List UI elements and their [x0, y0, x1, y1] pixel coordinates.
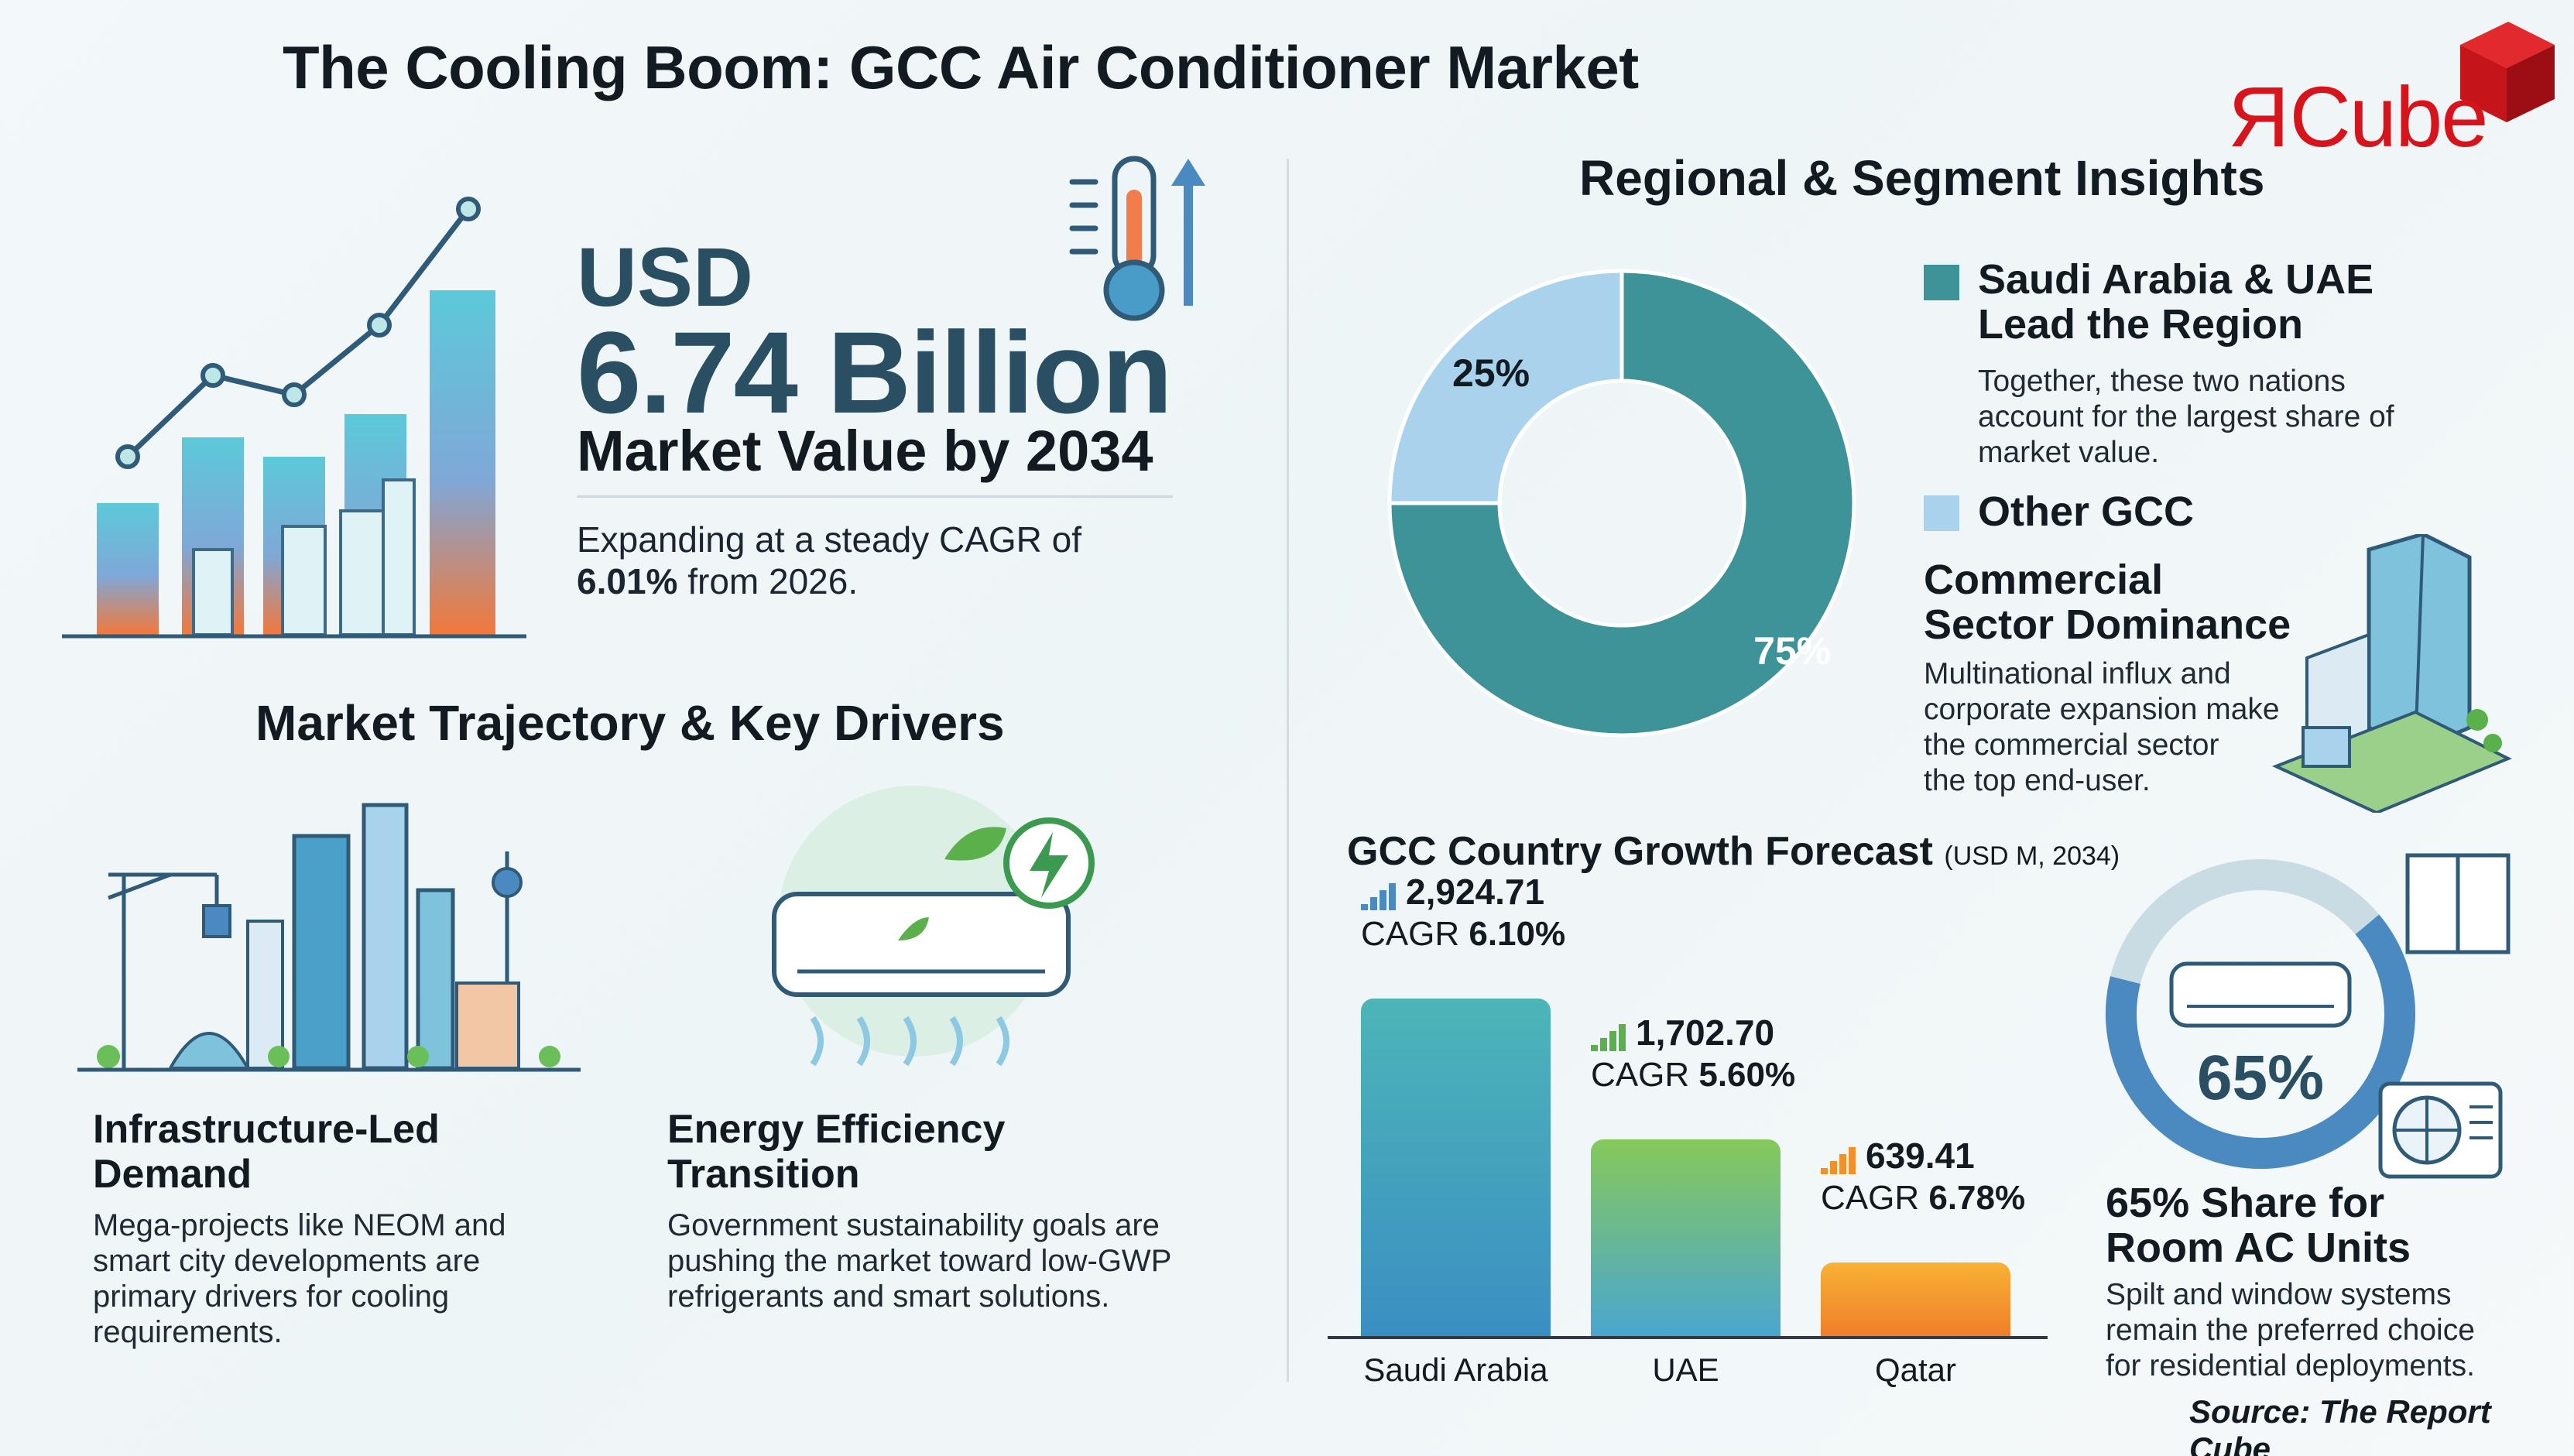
city-skyline-illustration — [77, 803, 581, 1072]
region-share-donut-chart: 75% 25% — [1387, 269, 1856, 738]
hero-divider — [577, 495, 1173, 498]
bar-cagr-label-saudi-arabia: CAGR 6.10% — [1361, 914, 1566, 953]
legend-saudi-uae-title: Saudi Arabia & UAE Lead the Region — [1978, 257, 2373, 347]
indoor-ac-unit-icon — [2169, 961, 2352, 1028]
driver-2-body-line: refrigerants and smart solutions. — [667, 1280, 1110, 1314]
growth-bars-illustration — [62, 197, 526, 639]
forecast-unit: (USD M, 2034) — [1944, 841, 2120, 871]
commercial-title: Commercial Sector Dominance — [1924, 557, 2291, 647]
thermometer-rising-icon — [1069, 156, 1205, 321]
cube-logo-icon — [2460, 22, 2555, 122]
logo-wordmark: RCube — [2230, 68, 2488, 166]
room-ac-title-line2: Room AC Units — [2106, 1225, 2411, 1271]
bar-value-label-qatar: 639.41 — [1866, 1135, 1975, 1176]
driver-1-title-line2: Demand — [93, 1152, 252, 1197]
bar-value-label-saudi-arabia: 2,924.71 — [1406, 871, 1545, 912]
donut-slice-saudi-uae — [1387, 269, 1856, 738]
room-ac-body: Spilt and window systems remain the pref… — [2106, 1277, 2539, 1384]
bar-category-label-saudi-arabia: Saudi Arabia — [1363, 1352, 1548, 1388]
bar-uae — [1591, 1139, 1781, 1336]
driver-1-body-line: smart city developments are — [93, 1244, 481, 1278]
driver-2-title-line2: Transition — [667, 1152, 860, 1197]
driver-infrastructure-title: Infrastructure-Led Demand — [93, 1107, 440, 1197]
driver-infrastructure-body: Mega-projects like NEOM and smart city d… — [93, 1208, 557, 1350]
office-building-illustration — [2271, 534, 2512, 813]
logo-text: Cube — [2289, 70, 2488, 165]
room-ac-title-line1: 65% Share for — [2106, 1180, 2385, 1226]
page-title: The Cooling Boom: GCC Air Conditioner Ma… — [283, 33, 1639, 101]
hero-market-value: 6.74 Billion — [577, 307, 1173, 437]
bar-chart-icon — [1591, 1023, 1626, 1051]
bar-value-label-uae: 1,702.70 — [1636, 1012, 1775, 1053]
room-ac-body-line: for residential deployments. — [2106, 1349, 2475, 1382]
room-ac-share-gauge: 65% — [2106, 859, 2415, 1169]
donut-slice-other-gcc — [1387, 269, 1624, 505]
forecast-axis-baseline — [1328, 1336, 2048, 1339]
driver-2-body-line: Government sustainability goals are — [667, 1208, 1160, 1242]
commercial-body: Multinational influx and corporate expan… — [1924, 656, 2326, 799]
source-credit: Source: The Report Cube — [2189, 1393, 2491, 1456]
bar-cagr-label-qatar: CAGR 6.78% — [1821, 1178, 2026, 1217]
room-ac-body-line: Spilt and window systems — [2106, 1278, 2452, 1311]
legend-other-gcc-title: Other GCC — [1978, 488, 2195, 535]
forecast-chart-title: GCC Country Growth Forecast (USD M, 2034… — [1347, 828, 2120, 875]
bar-saudi-arabia — [1361, 998, 1551, 1336]
commercial-body-line: corporate expansion make — [1924, 693, 2280, 726]
bar-category-label-uae: UAE — [1652, 1352, 1719, 1388]
legend-1-title-line1: Saudi Arabia & UAE — [1978, 256, 2374, 303]
bar-cagr-label-uae: CAGR 5.60% — [1591, 1055, 1796, 1094]
commercial-title-line1: Commercial — [1924, 557, 2164, 603]
legend-1-body-line: Together, these two nations — [1978, 365, 2346, 398]
room-ac-title: 65% Share for Room AC Units — [2106, 1180, 2411, 1270]
hero-cagr-text: Expanding at a steady CAGR of 6.01% from… — [577, 519, 1196, 602]
driver-1-body-line: primary drivers for cooling — [93, 1280, 450, 1314]
legend-swatch-other-gcc — [1924, 495, 1959, 531]
bar-chart-icon — [1821, 1146, 1856, 1174]
driver-1-body-line: requirements. — [93, 1315, 283, 1349]
commercial-body-line: the top end-user. — [1924, 764, 2151, 797]
hero-subtitle: Market Value by 2034 — [577, 419, 1153, 483]
outdoor-ac-unit-icon — [2378, 1081, 2503, 1179]
cagr-value: 6.01% — [577, 561, 678, 601]
regional-heading: Regional & Segment Insights — [1579, 150, 2265, 206]
driver-1-body-line: Mega-projects like NEOM and — [93, 1208, 506, 1242]
legend-saudi-uae-body: Together, these two nations account for … — [1978, 364, 2520, 471]
legend-1-title-line2: Lead the Region — [1978, 301, 2304, 348]
report-cube-logo: RCube — [2230, 22, 2555, 169]
gauge-value-label: 65% — [2197, 1043, 2324, 1113]
driver-2-title-line1: Energy Efficiency — [667, 1107, 1006, 1152]
commercial-body-line: Multinational influx and — [1924, 657, 2231, 690]
hero-currency: USD — [577, 230, 754, 324]
driver-1-title-line1: Infrastructure-Led — [93, 1107, 440, 1152]
commercial-body-line: the commercial sector — [1924, 728, 2219, 762]
driver-2-body-line: pushing the market toward low-GWP — [667, 1244, 1172, 1278]
bar-category-label-qatar: Qatar — [1874, 1352, 1957, 1388]
legend-swatch-saudi-uae — [1924, 265, 1959, 300]
column-divider — [1287, 159, 1289, 1382]
bar-chart-icon — [1361, 882, 1396, 910]
room-ac-body-line: remain the preferred choice — [2106, 1314, 2475, 1347]
cagr-suffix: from 2026. — [687, 561, 859, 601]
bar-qatar — [1821, 1262, 2010, 1336]
cagr-prefix: Expanding at a steady CAGR of — [577, 519, 1082, 560]
air-conditioner-illustration — [772, 786, 1095, 1067]
driver-energy-body: Government sustainability goals are push… — [667, 1208, 1209, 1314]
donut-label-saudi-uae: 75% — [1753, 629, 1831, 673]
legend-1-body-line: account for the largest share of — [1978, 400, 2394, 433]
driver-energy-title: Energy Efficiency Transition — [667, 1107, 1005, 1197]
donut-label-other-gcc: 25% — [1452, 351, 1530, 395]
legend-1-body-line: market value. — [1978, 436, 2160, 469]
trajectory-heading: Market Trajectory & Key Drivers — [255, 695, 1005, 751]
commercial-title-line2: Sector Dominance — [1924, 601, 2291, 648]
window-icon — [2405, 853, 2511, 954]
forecast-title-text: GCC Country Growth Forecast — [1347, 829, 1933, 874]
